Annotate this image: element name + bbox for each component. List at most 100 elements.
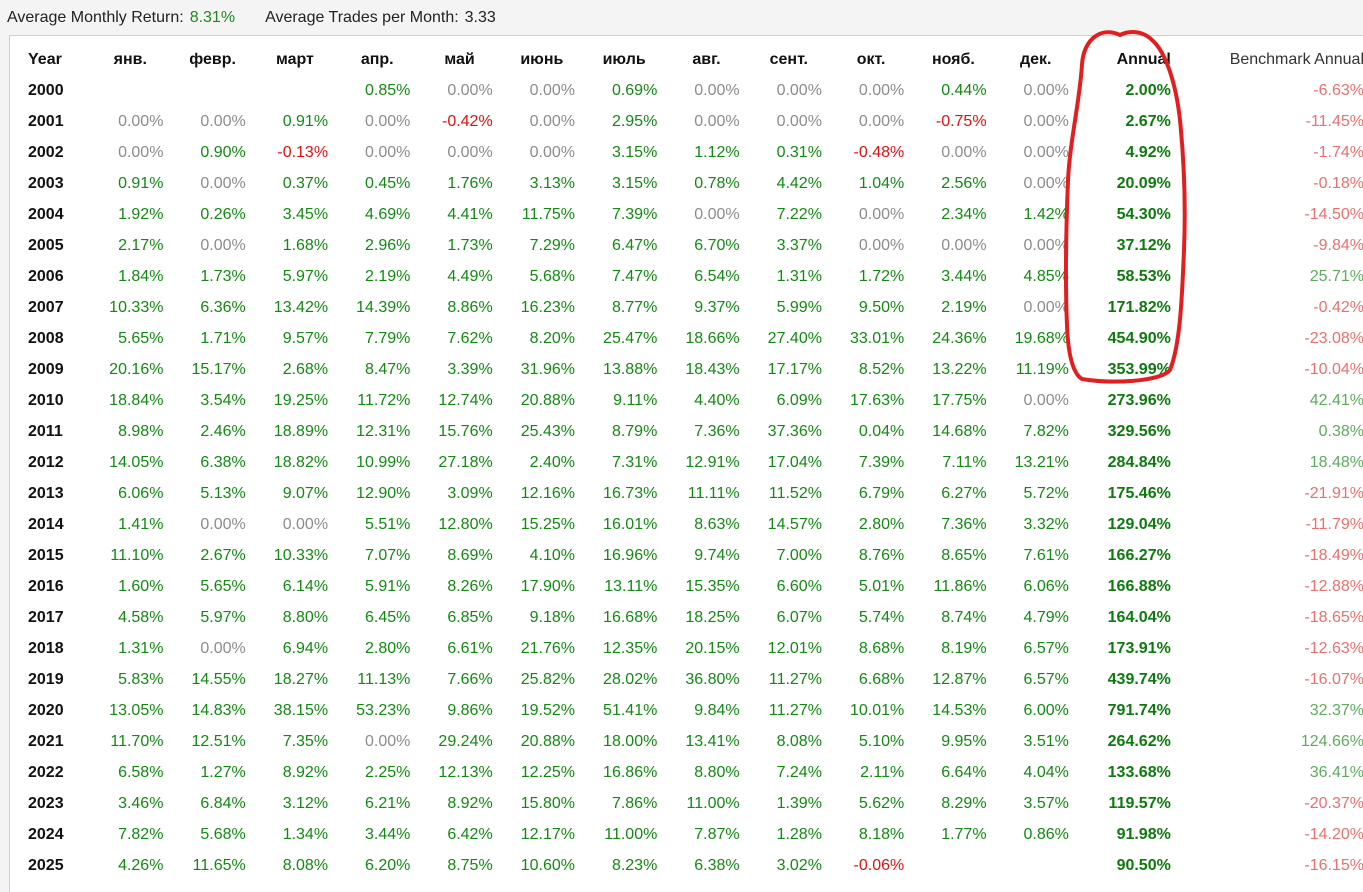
- benchmark-annual-cell: -21.91%: [1304, 484, 1363, 502]
- table-row[interactable]: 2021 11.70% 12.51% 7.35% 0.00% 29.24% 20.88% 18…: [18, 726, 1363, 757]
- table-row[interactable]: 2010 18.84% 3.54% 19.25% 11.72% 12.74% 20.88% 9…: [18, 385, 1363, 416]
- month-cell-jul: 6.47%: [611, 236, 658, 254]
- col-header-jun[interactable]: июнь: [520, 50, 564, 68]
- month-cell-dec: 0.00%: [1023, 391, 1069, 409]
- month-cell-nov: 3.44%: [941, 267, 987, 285]
- year-cell: 2016: [28, 577, 64, 595]
- month-cell-jun: 10.60%: [520, 856, 575, 874]
- table-row[interactable]: 2025 4.26% 11.65% 8.08% 6.20% 8.75% 10.60% 8.23…: [18, 850, 1363, 881]
- table-row[interactable]: 2023 3.46% 6.84% 3.12% 6.21% 8.92% 15.80% 7.86%…: [18, 788, 1363, 819]
- month-cell-jan: 11.70%: [110, 732, 164, 750]
- col-header-dec[interactable]: дек.: [1019, 50, 1052, 68]
- month-cell-jul: 16.01%: [603, 515, 658, 533]
- table-row[interactable]: 2014 1.41% 0.00% 0.00% 5.51% 12.80% 15.25% 16.0…: [18, 509, 1363, 540]
- month-cell-jun: 3.13%: [529, 174, 575, 192]
- month-cell-feb: 6.38%: [200, 453, 246, 471]
- month-cell-mar: 19.25%: [273, 391, 329, 409]
- month-cell-nov: 12.87%: [932, 670, 987, 688]
- table-row[interactable]: 2022 6.58% 1.27% 8.92% 2.25% 12.13% 12.25% 16.8…: [18, 757, 1363, 788]
- month-cell-may: 8.86%: [447, 298, 493, 316]
- benchmark-annual-cell: 18.48%: [1309, 453, 1363, 471]
- col-header-jul[interactable]: июль: [602, 50, 646, 68]
- table-row[interactable]: 2012 14.05% 6.38% 18.82% 10.99% 27.18% 2.40% 7.…: [18, 447, 1363, 478]
- col-header-mar[interactable]: март: [275, 50, 314, 68]
- avg-monthly-return-value: 8.31%: [189, 9, 236, 26]
- month-cell-nov: 8.74%: [941, 608, 987, 626]
- table-row[interactable]: 2002 0.00% 0.90% -0.13% 0.00% 0.00% 0.00% 3.15%…: [18, 137, 1363, 168]
- header-row: Year янв. февр. март апр. май июнь июль …: [18, 44, 1363, 75]
- month-cell-jan: 5.83%: [118, 670, 164, 688]
- month-cell-nov: 14.68%: [932, 422, 987, 440]
- month-cell-may: 8.92%: [447, 794, 493, 812]
- month-cell-aug: 15.35%: [685, 577, 740, 595]
- month-cell-jun: 12.25%: [520, 763, 575, 781]
- table-row[interactable]: 2003 0.91% 0.00% 0.37% 0.45% 1.76% 3.13% 3.15% 0…: [18, 168, 1363, 199]
- month-cell-feb: 1.71%: [200, 329, 246, 347]
- col-header-sep[interactable]: сент.: [769, 50, 808, 68]
- year-cell: 2005: [28, 236, 64, 254]
- month-cell-apr: 6.20%: [365, 856, 411, 874]
- month-cell-nov: 0.44%: [941, 81, 987, 99]
- table-row[interactable]: 2005 2.17% 0.00% 1.68% 2.96% 1.73% 7.29% 6.47% 6…: [18, 230, 1363, 261]
- month-cell-mar: 1.34%: [282, 825, 329, 843]
- table-row[interactable]: 2016 1.60% 5.65% 6.14% 5.91% 8.26% 17.90% 13.11…: [18, 571, 1363, 602]
- month-cell-sep: 11.52%: [768, 484, 822, 502]
- table-row[interactable]: 2000 0.85% 0.00% 0.00% 0.69% 0.00% 0.00% 0.00% 0…: [18, 75, 1363, 106]
- month-cell-aug: 0.78%: [694, 174, 740, 192]
- monthly-returns-table: Year янв. февр. март апр. май июнь июль …: [18, 44, 1363, 881]
- table-row[interactable]: 2018 1.31% 0.00% 6.94% 2.80% 6.61% 21.76% 12.35…: [18, 633, 1363, 664]
- table-row[interactable]: 2020 13.05% 14.83% 38.15% 53.23% 9.86% 19.52% 5…: [18, 695, 1363, 726]
- col-header-may[interactable]: май: [444, 50, 475, 68]
- month-cell-may: 4.41%: [447, 205, 493, 223]
- table-row[interactable]: 2013 6.06% 5.13% 9.07% 12.90% 3.09% 12.16% 16.7…: [18, 478, 1363, 509]
- table-row[interactable]: 2004 1.92% 0.26% 3.45% 4.69% 4.41% 11.75% 7.39%…: [18, 199, 1363, 230]
- benchmark-annual-cell: 124.66%: [1300, 732, 1363, 750]
- month-cell-jul: 28.02%: [603, 670, 658, 688]
- col-header-nov[interactable]: нояб.: [931, 50, 975, 68]
- month-cell-jun: 5.68%: [529, 267, 575, 285]
- benchmark-annual-cell: -11.45%: [1305, 112, 1363, 130]
- month-cell-aug: 20.15%: [685, 639, 740, 657]
- month-cell-jul: 25.47%: [603, 329, 658, 347]
- annual-cell: 273.96%: [1107, 391, 1171, 409]
- benchmark-annual-cell: -18.49%: [1304, 546, 1363, 564]
- month-cell-sep: 11.27%: [768, 701, 822, 719]
- col-header-annual[interactable]: Annual: [1116, 50, 1171, 68]
- table-row[interactable]: 2008 5.65% 1.71% 9.57% 7.79% 7.62% 8.20% 25.47%…: [18, 323, 1363, 354]
- month-cell-oct: 2.80%: [858, 515, 905, 533]
- month-cell-sep: 7.22%: [776, 205, 822, 223]
- table-row[interactable]: 2015 11.10% 2.67% 10.33% 7.07% 8.69% 4.10% 16.9…: [18, 540, 1363, 571]
- col-header-jan[interactable]: янв.: [113, 50, 147, 68]
- col-header-feb[interactable]: февр.: [189, 50, 236, 68]
- table-row[interactable]: 2017 4.58% 5.97% 8.80% 6.45% 6.85% 9.18% 16.68%…: [18, 602, 1363, 633]
- table-row[interactable]: 2007 10.33% 6.36% 13.42% 14.39% 8.86% 16.23% 8.…: [18, 292, 1363, 323]
- annual-cell: 2.67%: [1125, 112, 1171, 130]
- month-cell-sep: 0.00%: [776, 81, 822, 99]
- month-cell-sep: 1.31%: [776, 267, 822, 285]
- table-row[interactable]: 2011 8.98% 2.46% 18.89% 12.31% 15.76% 25.43% 8.…: [18, 416, 1363, 447]
- month-cell-oct: 2.11%: [860, 763, 905, 781]
- col-header-year[interactable]: Year: [28, 50, 62, 68]
- annual-cell: 329.56%: [1107, 422, 1171, 440]
- benchmark-annual-cell: -10.04%: [1304, 360, 1363, 378]
- month-cell-jun: 20.88%: [520, 732, 575, 750]
- table-row[interactable]: 2001 0.00% 0.00% 0.91% 0.00% -0.42% 0.00% 2.95%…: [18, 106, 1363, 137]
- col-header-aug[interactable]: авг.: [692, 50, 721, 68]
- month-cell-may: 12.80%: [438, 515, 493, 533]
- year-cell: 2019: [28, 670, 64, 688]
- table-row[interactable]: 2009 20.16% 15.17% 2.68% 8.47% 3.39% 31.96% 13.…: [18, 354, 1363, 385]
- col-header-benchmark-annual[interactable]: Benchmark Annual: [1229, 50, 1363, 68]
- month-cell-sep: 3.02%: [776, 856, 822, 874]
- table-row[interactable]: 2019 5.83% 14.55% 18.27% 11.13% 7.66% 25.82% 28…: [18, 664, 1363, 695]
- month-cell-jul: 3.15%: [611, 174, 658, 192]
- table-row[interactable]: 2006 1.84% 1.73% 5.97% 2.19% 4.49% 5.68% 7.47% 6…: [18, 261, 1363, 292]
- col-header-oct[interactable]: окт.: [856, 50, 886, 68]
- month-cell-apr: 8.47%: [365, 360, 411, 378]
- month-cell-apr: 12.31%: [356, 422, 411, 440]
- col-header-apr[interactable]: апр.: [360, 50, 394, 68]
- annual-cell: 4.92%: [1125, 143, 1171, 161]
- table-row[interactable]: 2024 7.82% 5.68% 1.34% 3.44% 6.42% 12.17% 11.00…: [18, 819, 1363, 850]
- month-cell-feb: 2.46%: [200, 422, 246, 440]
- month-cell-feb: 1.73%: [200, 267, 246, 285]
- month-cell-nov: 8.19%: [941, 639, 987, 657]
